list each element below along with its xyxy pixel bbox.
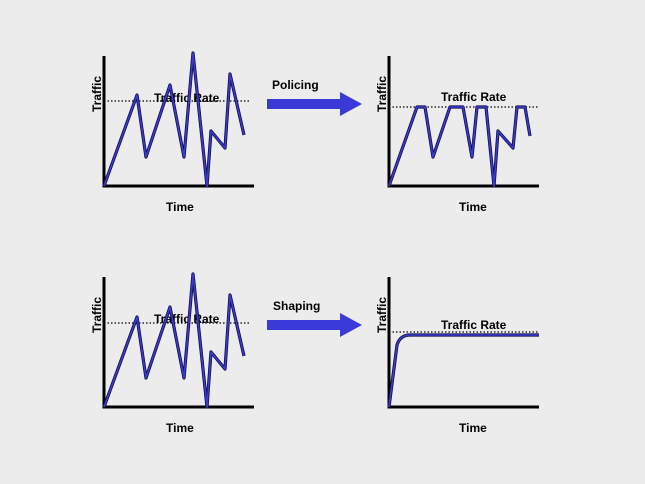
policed-traffic-trace <box>388 106 531 187</box>
shaping-label: Shaping <box>273 299 320 313</box>
shaping-output-graph: Traffic Rate Traffic Time <box>375 277 539 435</box>
y-axis-label: Traffic <box>375 76 389 112</box>
bursty-traffic-trace <box>103 52 245 187</box>
x-axis-label: Time <box>459 200 487 214</box>
right-arrow-icon <box>267 92 362 116</box>
y-axis-label: Traffic <box>90 76 104 112</box>
x-axis-label: Time <box>166 200 194 214</box>
policing-arrow: Policing <box>267 78 362 116</box>
axes <box>387 277 539 409</box>
bursty-traffic-trace <box>103 273 245 408</box>
x-axis-label: Time <box>166 421 194 435</box>
traffic-rate-label: Traffic Rate <box>441 90 507 104</box>
policing-input-graph: Traffic Rate Traffic Time <box>90 51 254 214</box>
x-axis-label: Time <box>459 421 487 435</box>
y-axis-label: Traffic <box>375 297 389 333</box>
traffic-rate-label: Traffic Rate <box>441 318 507 332</box>
policing-output-graph: Traffic Rate Traffic Time <box>375 56 539 214</box>
y-axis-label: Traffic <box>90 297 104 333</box>
right-arrow-icon <box>267 313 362 337</box>
shaping-input-graph: Traffic Rate Traffic Time <box>90 272 254 435</box>
shaping-arrow: Shaping <box>267 299 362 337</box>
policing-label: Policing <box>272 78 319 92</box>
shaped-traffic-trace <box>388 334 539 408</box>
